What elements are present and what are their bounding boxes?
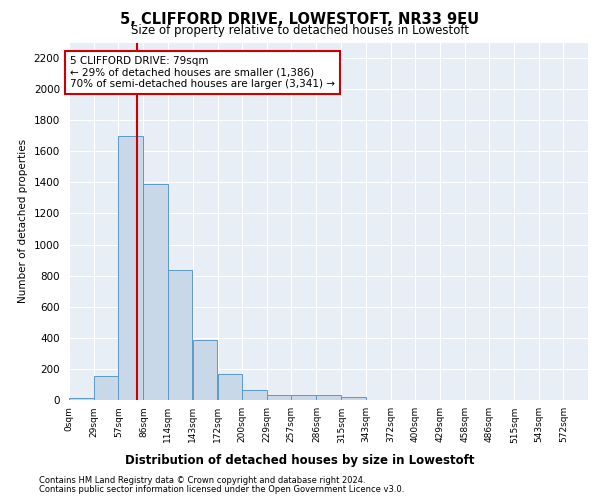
Text: Contains HM Land Registry data © Crown copyright and database right 2024.: Contains HM Land Registry data © Crown c… bbox=[39, 476, 365, 485]
Text: Distribution of detached houses by size in Lowestoft: Distribution of detached houses by size … bbox=[125, 454, 475, 467]
Bar bbox=[242, 390, 266, 400]
Bar bbox=[193, 340, 217, 400]
Y-axis label: Number of detached properties: Number of detached properties bbox=[18, 139, 28, 304]
Bar bbox=[341, 397, 366, 400]
Bar bbox=[218, 374, 242, 400]
Bar bbox=[267, 394, 292, 400]
Text: 5 CLIFFORD DRIVE: 79sqm
← 29% of detached houses are smaller (1,386)
70% of semi: 5 CLIFFORD DRIVE: 79sqm ← 29% of detache… bbox=[70, 56, 335, 89]
Text: Contains public sector information licensed under the Open Government Licence v3: Contains public sector information licen… bbox=[39, 485, 404, 494]
Text: Size of property relative to detached houses in Lowestoft: Size of property relative to detached ho… bbox=[131, 24, 469, 37]
Text: 5, CLIFFORD DRIVE, LOWESTOFT, NR33 9EU: 5, CLIFFORD DRIVE, LOWESTOFT, NR33 9EU bbox=[121, 12, 479, 26]
Bar bbox=[94, 376, 119, 400]
Bar bbox=[167, 270, 192, 400]
Bar bbox=[292, 396, 316, 400]
Bar bbox=[143, 184, 168, 400]
Bar bbox=[69, 398, 94, 400]
Bar bbox=[316, 396, 341, 400]
Bar bbox=[118, 136, 143, 400]
